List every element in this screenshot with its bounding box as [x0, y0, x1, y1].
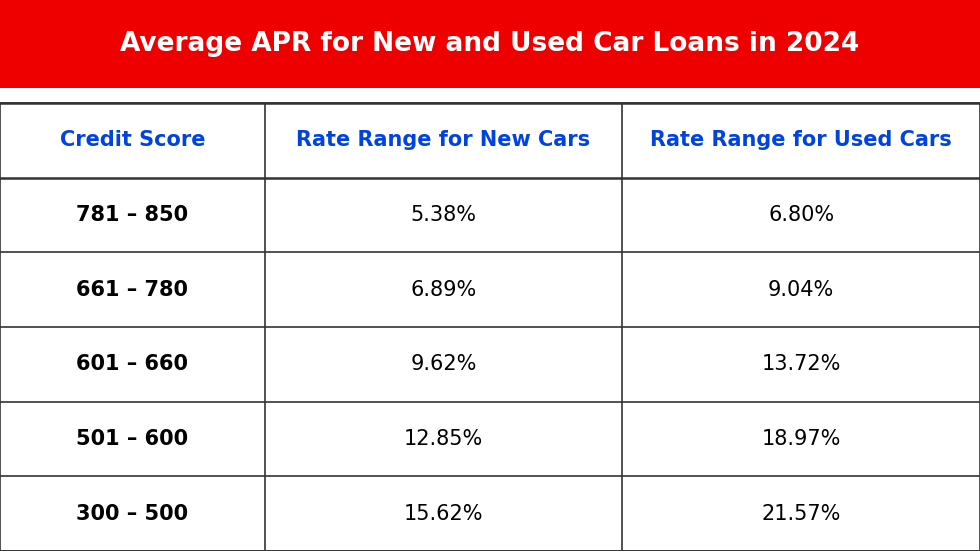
- Text: Credit Score: Credit Score: [60, 131, 205, 150]
- Text: 501 – 600: 501 – 600: [76, 429, 188, 449]
- Text: Rate Range for Used Cars: Rate Range for Used Cars: [651, 131, 952, 150]
- Text: 781 – 850: 781 – 850: [76, 205, 188, 225]
- Text: 12.85%: 12.85%: [404, 429, 483, 449]
- Text: 661 – 780: 661 – 780: [76, 280, 188, 300]
- Text: 601 – 660: 601 – 660: [76, 354, 188, 374]
- Text: 5.38%: 5.38%: [411, 205, 476, 225]
- Bar: [0, 103, 980, 551]
- Text: 6.89%: 6.89%: [411, 280, 476, 300]
- Text: 15.62%: 15.62%: [404, 504, 483, 523]
- Text: 9.62%: 9.62%: [411, 354, 476, 374]
- Text: Rate Range for New Cars: Rate Range for New Cars: [296, 131, 591, 150]
- Text: 13.72%: 13.72%: [761, 354, 841, 374]
- Bar: [0, 0, 980, 88]
- Text: 6.80%: 6.80%: [768, 205, 834, 225]
- Text: 300 – 500: 300 – 500: [76, 504, 188, 523]
- Text: Average APR for New and Used Car Loans in 2024: Average APR for New and Used Car Loans i…: [121, 31, 859, 57]
- Text: 21.57%: 21.57%: [761, 504, 841, 523]
- Text: 18.97%: 18.97%: [761, 429, 841, 449]
- Text: 9.04%: 9.04%: [768, 280, 834, 300]
